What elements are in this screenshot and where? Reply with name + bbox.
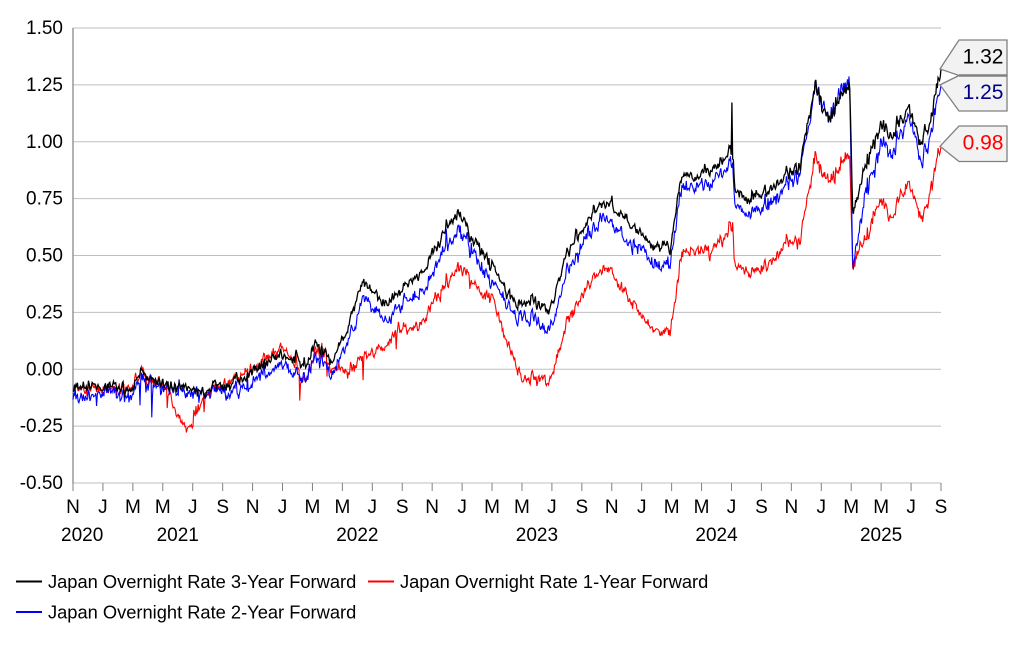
svg-text:0.75: 0.75 — [26, 189, 63, 210]
svg-text:J: J — [547, 497, 557, 518]
svg-text:1.25: 1.25 — [26, 75, 63, 96]
svg-text:0.98: 0.98 — [963, 132, 1004, 155]
svg-text:Japan Overnight Rate 2-Year Fo: Japan Overnight Rate 2-Year Forward — [48, 602, 356, 623]
svg-text:S: S — [935, 497, 948, 518]
svg-text:N: N — [425, 497, 439, 518]
svg-text:1.00: 1.00 — [26, 132, 63, 153]
svg-text:J: J — [98, 497, 108, 518]
svg-text:0.25: 0.25 — [26, 302, 63, 323]
svg-text:N: N — [246, 497, 260, 518]
svg-text:0.00: 0.00 — [26, 359, 63, 380]
svg-text:M: M — [843, 497, 859, 518]
svg-text:M: M — [873, 497, 889, 518]
svg-text:J: J — [817, 497, 827, 518]
svg-text:2023: 2023 — [516, 525, 558, 546]
svg-text:Japan Overnight Rate 3-Year Fo: Japan Overnight Rate 3-Year Forward — [48, 571, 356, 592]
svg-text:J: J — [906, 497, 916, 518]
svg-text:M: M — [305, 497, 321, 518]
svg-text:J: J — [637, 497, 647, 518]
svg-text:-0.50: -0.50 — [20, 473, 63, 494]
svg-text:S: S — [396, 497, 409, 518]
svg-text:M: M — [514, 497, 530, 518]
svg-text:Japan Overnight Rate 1-Year Fo: Japan Overnight Rate 1-Year Forward — [400, 571, 708, 592]
svg-text:-0.25: -0.25 — [20, 416, 63, 437]
svg-text:M: M — [334, 497, 350, 518]
svg-text:2020: 2020 — [61, 525, 103, 546]
svg-text:J: J — [278, 497, 288, 518]
svg-text:M: M — [125, 497, 141, 518]
svg-text:N: N — [66, 497, 80, 518]
svg-text:M: M — [155, 497, 171, 518]
svg-text:1.32: 1.32 — [963, 46, 1004, 69]
svg-text:N: N — [784, 497, 798, 518]
svg-text:M: M — [694, 497, 710, 518]
svg-text:1.50: 1.50 — [26, 18, 63, 39]
svg-text:J: J — [457, 497, 467, 518]
svg-text:2024: 2024 — [695, 525, 738, 546]
svg-text:S: S — [575, 497, 588, 518]
svg-text:S: S — [216, 497, 229, 518]
svg-text:J: J — [368, 497, 378, 518]
svg-text:M: M — [664, 497, 680, 518]
svg-text:1.25: 1.25 — [963, 81, 1004, 104]
svg-text:0.50: 0.50 — [26, 246, 63, 267]
svg-text:J: J — [727, 497, 737, 518]
svg-text:J: J — [188, 497, 198, 518]
svg-text:S: S — [755, 497, 768, 518]
svg-text:N: N — [605, 497, 619, 518]
svg-text:2022: 2022 — [336, 525, 378, 546]
svg-text:2021: 2021 — [157, 525, 199, 546]
svg-text:2025: 2025 — [860, 525, 902, 546]
svg-text:M: M — [484, 497, 500, 518]
